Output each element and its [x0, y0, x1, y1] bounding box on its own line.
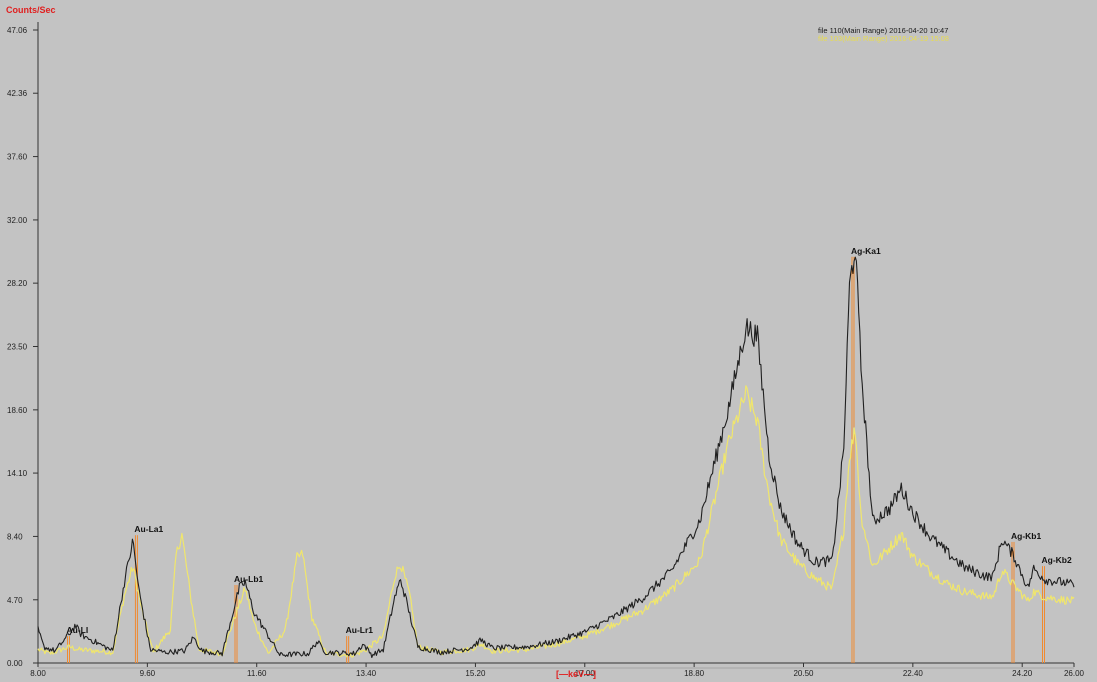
y-tick-label: 32.00	[7, 216, 28, 225]
series-line-file103	[37, 385, 1075, 658]
peak-label: Ag-Kb1	[1011, 531, 1041, 541]
peak-label: Ag-Ka1	[851, 246, 881, 256]
peak-label: Au-Ll	[67, 625, 89, 635]
peak-label: Ag-Kb2	[1041, 555, 1071, 565]
peak-markers	[67, 256, 1045, 663]
y-axis: 0.00 4.70 8.40 14.10 18.60 23.50 28.20 32.00 37.…	[7, 22, 39, 668]
peak-label: Au-Lb1	[234, 574, 264, 584]
x-tick-label: 24.20	[1012, 669, 1033, 678]
legend-entry: file 103(Main Range) 2016-04-19 15:08	[818, 34, 949, 43]
y-tick-label: 8.40	[7, 532, 23, 541]
x-tick-label: 15.20	[465, 669, 486, 678]
legend: file 110(Main Range) 2016-04-20 10:47fil…	[818, 26, 949, 43]
series-lines	[37, 256, 1075, 659]
x-tick-label: 11.60	[247, 669, 267, 678]
x-axis-title: [—keV—]	[556, 669, 596, 679]
series-line-file110	[37, 256, 1075, 659]
x-tick-label: 18.80	[684, 669, 705, 678]
x-tick-label: 13.40	[356, 669, 377, 678]
y-tick-label: 47.06	[7, 26, 28, 35]
x-tick-label: 20.50	[793, 669, 814, 678]
y-axis-title: Counts/Sec	[6, 5, 56, 15]
peak-labels: Au-Ll Au-La1 Au-Lb1 Au-Lr1 Ag-Ka1 Ag-Kb1 Ag-Kb…	[67, 246, 1072, 635]
y-tick-label: 0.00	[7, 659, 23, 668]
y-tick-label: 14.10	[7, 469, 28, 478]
y-tick-label: 37.60	[7, 153, 28, 162]
y-tick-label: 4.70	[7, 596, 23, 605]
x-tick-label: 9.60	[140, 669, 156, 678]
y-tick-label: 18.60	[7, 406, 28, 415]
y-tick-label: 23.50	[7, 343, 28, 352]
peak-label: Au-Lr1	[346, 625, 374, 635]
legend-entry: file 110(Main Range) 2016-04-20 10:47	[818, 26, 948, 35]
x-tick-label: 26.00	[1064, 669, 1085, 678]
x-tick-label: 17.00	[575, 669, 596, 678]
x-axis: 8.00 9.60 11.60 13.40 15.20 17.00 18.80 20.50 22…	[30, 662, 1085, 678]
peak-label: Au-La1	[134, 524, 163, 534]
x-tick-label: 8.00	[30, 669, 46, 678]
y-tick-label: 28.20	[7, 279, 28, 288]
x-tick-label: 22.40	[903, 669, 924, 678]
y-tick-label: 42.36	[7, 89, 28, 98]
